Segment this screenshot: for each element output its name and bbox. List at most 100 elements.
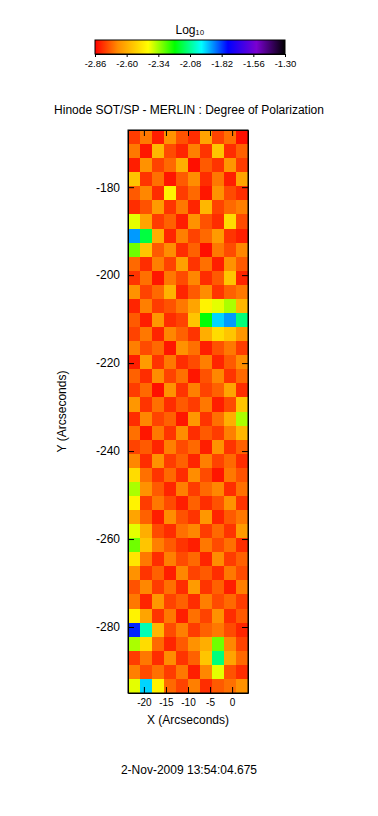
cell [140, 144, 152, 158]
tick: -240 [96, 444, 134, 458]
cell [236, 468, 248, 482]
cell [176, 383, 188, 397]
cell [212, 679, 224, 693]
cell [212, 496, 224, 510]
colorbar-tick-mark [253, 54, 254, 57]
cell [128, 482, 140, 496]
cell [188, 130, 200, 144]
cell [224, 158, 236, 172]
cell [140, 130, 152, 144]
cell [188, 200, 200, 214]
colorbar-tick-label: -2.60 [116, 58, 138, 69]
cell [176, 538, 188, 552]
tick-mark [128, 275, 134, 276]
cell [140, 271, 152, 285]
cell [224, 257, 236, 271]
tick-label: -5 [206, 697, 215, 708]
cell [176, 623, 188, 637]
cell [224, 623, 236, 637]
cell [212, 440, 224, 454]
cell [176, 130, 188, 144]
cell [152, 257, 164, 271]
cell [164, 355, 176, 369]
tick-label: -200 [96, 268, 120, 282]
cell [140, 383, 152, 397]
cell [140, 510, 152, 524]
y-axis-right [242, 131, 249, 694]
cell [176, 313, 188, 327]
cell [212, 172, 224, 186]
tick [242, 275, 248, 276]
cell [140, 665, 152, 679]
cell [224, 566, 236, 580]
cell [200, 327, 212, 341]
cell [140, 355, 152, 369]
cell [224, 679, 236, 693]
cell [212, 665, 224, 679]
cell [236, 172, 248, 186]
cell [152, 426, 164, 440]
cell [212, 580, 224, 594]
cell [200, 566, 212, 580]
cell [224, 243, 236, 257]
tick: -180 [96, 181, 134, 195]
cell [164, 651, 176, 665]
cell [128, 580, 140, 594]
cell [140, 285, 152, 299]
cell [152, 679, 164, 693]
cell [236, 144, 248, 158]
cell [200, 594, 212, 608]
cell [236, 609, 248, 623]
cell [140, 214, 152, 228]
cell [128, 454, 140, 468]
cell [164, 397, 176, 411]
cell [140, 623, 152, 637]
cell [224, 355, 236, 369]
colorbar-title: Log₁₀ [175, 23, 204, 37]
cell [224, 214, 236, 228]
cell [212, 313, 224, 327]
cell [224, 383, 236, 397]
cell [176, 144, 188, 158]
cell [152, 580, 164, 594]
cell [140, 412, 152, 426]
cell [140, 243, 152, 257]
cell [152, 299, 164, 313]
cell [140, 552, 152, 566]
tick-mark [242, 539, 248, 540]
cell [236, 510, 248, 524]
cell [212, 355, 224, 369]
cell [164, 243, 176, 257]
cell [224, 186, 236, 200]
cell [212, 327, 224, 341]
cell [200, 229, 212, 243]
cell [128, 144, 140, 158]
cell [188, 566, 200, 580]
cell [152, 440, 164, 454]
tick-label: -240 [96, 444, 120, 458]
tick: -20 [137, 687, 152, 708]
cell [200, 200, 212, 214]
colorbar-tick-label: -2.08 [180, 58, 202, 69]
cell [188, 144, 200, 158]
cell [224, 440, 236, 454]
cell [152, 341, 164, 355]
colorbar-tick-label: -2.86 [85, 58, 107, 69]
x-axis-top [129, 130, 249, 136]
title: Hinode SOT/SP - MERLIN : Degree of Polar… [54, 103, 324, 117]
cell [224, 665, 236, 679]
cell [140, 229, 152, 243]
cell [188, 594, 200, 608]
cell [128, 243, 140, 257]
cell [128, 200, 140, 214]
cell [236, 200, 248, 214]
cell [128, 172, 140, 186]
cell [200, 369, 212, 383]
cell [128, 623, 140, 637]
cell [176, 257, 188, 271]
cell [212, 454, 224, 468]
cell [140, 369, 152, 383]
cell [128, 552, 140, 566]
cell [140, 426, 152, 440]
cell [128, 665, 140, 679]
